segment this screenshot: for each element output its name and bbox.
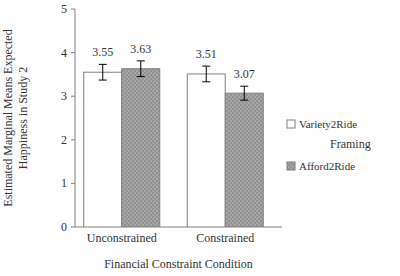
data-label: 3.07 (234, 67, 255, 81)
legend-label: Afford2Ride (299, 160, 355, 172)
error-bar-cap (99, 64, 107, 65)
error-bar-stem (102, 64, 103, 80)
chart-container: 0 1 2 3 4 5 Unconstrained 3.55 3.63 Constrained 3.… (0, 0, 400, 276)
y-tick-label: 0 (61, 220, 67, 234)
y-axis-label: Estimated Marginal Means ExpectedHappine… (1, 29, 30, 206)
x-tick-label: Constrained (196, 231, 254, 245)
y-axis-line (75, 9, 76, 227)
error-bar-cap (137, 76, 145, 77)
x-axis-label: Financial Constraint Condition (104, 257, 253, 271)
bar (187, 74, 225, 227)
y-tick (71, 96, 75, 97)
data-label: 3.63 (130, 42, 151, 56)
y-tick (71, 183, 75, 184)
legend: Variety2Ride Afford2Ride Framing (287, 118, 371, 172)
error-bar-cap (240, 86, 248, 87)
legend-label: Variety2Ride (299, 118, 357, 130)
y-axis-label-line: Estimated Marginal Means Expected (1, 29, 15, 206)
error-bar-stem (244, 86, 245, 100)
error-bar (137, 61, 145, 77)
y-tick-label: 4 (61, 46, 67, 60)
legend-swatch (287, 162, 295, 170)
y-axis-label-line: Happiness in Study 2 (16, 67, 30, 169)
y-tick (71, 139, 75, 140)
legend-title: Framing (330, 137, 371, 151)
error-bar (202, 66, 210, 82)
y-tick-label: 3 (61, 89, 67, 103)
y-tick-label: 5 (61, 2, 67, 16)
data-label: 3.55 (92, 45, 113, 59)
legend-swatch (287, 120, 295, 128)
y-tick (71, 227, 75, 228)
y-tick-label: 1 (61, 176, 67, 190)
error-bar-stem (206, 66, 207, 82)
error-bar (99, 64, 107, 80)
x-tick-label: Unconstrained (87, 231, 157, 245)
plot-area (84, 61, 264, 227)
error-bar-cap (240, 100, 248, 101)
data-label: 3.51 (196, 47, 217, 61)
error-bar (240, 86, 248, 100)
error-bar-cap (202, 66, 210, 67)
error-bar-stem (140, 61, 141, 77)
error-bar-cap (99, 80, 107, 81)
y-tick (71, 52, 75, 53)
error-bar-cap (137, 60, 145, 61)
bar (122, 69, 160, 227)
y-tick-label: 2 (61, 133, 67, 147)
y-tick (71, 9, 75, 10)
bar (225, 93, 263, 227)
chart-svg: 0 1 2 3 4 5 Unconstrained 3.55 3.63 Constrained 3.… (0, 0, 400, 276)
error-bar-cap (202, 81, 210, 82)
bar (84, 72, 122, 227)
